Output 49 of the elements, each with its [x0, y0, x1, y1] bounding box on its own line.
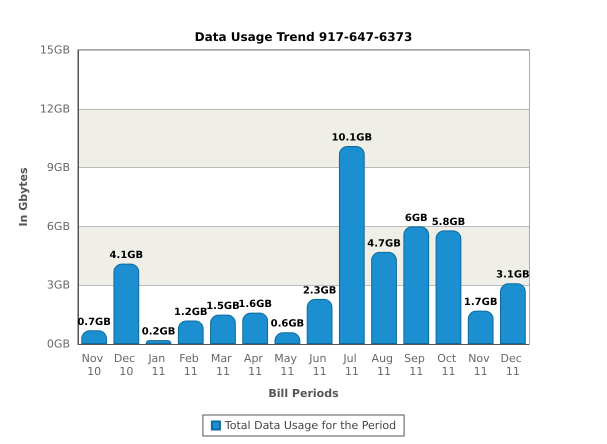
bar [468, 310, 494, 344]
data-label: 10.1GB [332, 132, 372, 144]
x-axis-title: Bill Periods [268, 387, 340, 400]
data-label: 1.2GB [174, 306, 208, 318]
data-label: 1.6GB [238, 299, 272, 310]
data-label: 4.7GB [367, 238, 401, 250]
bar [306, 298, 332, 344]
bar [178, 320, 204, 344]
chart-title: Data Usage Trend 917-647-6373 [194, 30, 412, 44]
data-label: 6GB [404, 212, 428, 224]
data-label: 0.6GB [270, 318, 304, 330]
y-tick-label: 9GB [46, 161, 70, 174]
x-tick-label: Apr 11 [244, 352, 266, 378]
x-tick-label: Mar 11 [210, 352, 236, 378]
x-tick-label: May 11 [274, 352, 301, 378]
bar [146, 340, 172, 344]
x-tick-label: Feb 11 [179, 352, 202, 378]
legend-label: Total Data Usage for the Period [224, 419, 396, 432]
x-tick-label: Jun 11 [308, 352, 330, 378]
x-tick-label: Dec 11 [500, 352, 526, 378]
bar [210, 314, 236, 344]
x-tick-label: Jan 11 [147, 352, 169, 378]
y-tick-label: 12GB [40, 102, 70, 116]
bar [113, 264, 140, 344]
data-label: 1.7GB [464, 297, 498, 308]
bar [338, 146, 365, 344]
data-label: 2.3GB [302, 285, 336, 296]
x-tick-label: Aug 11 [372, 352, 397, 378]
data-label: 3.1GB [496, 270, 530, 281]
bar [371, 252, 397, 344]
x-tick-label: Sep 11 [404, 352, 428, 378]
y-axis-title: In Gbytes [17, 167, 30, 227]
x-tick-label: Jul 11 [342, 352, 360, 378]
bar [403, 226, 430, 344]
bar [242, 312, 268, 344]
bar [500, 283, 526, 344]
bar [436, 230, 462, 344]
data-label: 4.1GB [110, 250, 144, 262]
y-tick-label: 6GB [46, 220, 70, 233]
x-tick-label: Nov 10 [82, 352, 107, 378]
data-label: 5.8GB [432, 216, 466, 228]
y-tick-label: 3GB [46, 278, 70, 292]
x-tick-label: Nov 11 [468, 352, 494, 378]
data-label: 0.2GB [142, 326, 176, 338]
x-tick-label: Dec 10 [114, 352, 139, 378]
x-tick-label: Oct 11 [437, 352, 460, 378]
data-label: 1.5GB [206, 301, 240, 312]
y-tick-label: 0GB [46, 338, 70, 350]
y-tick-label: 15GB [40, 44, 70, 56]
